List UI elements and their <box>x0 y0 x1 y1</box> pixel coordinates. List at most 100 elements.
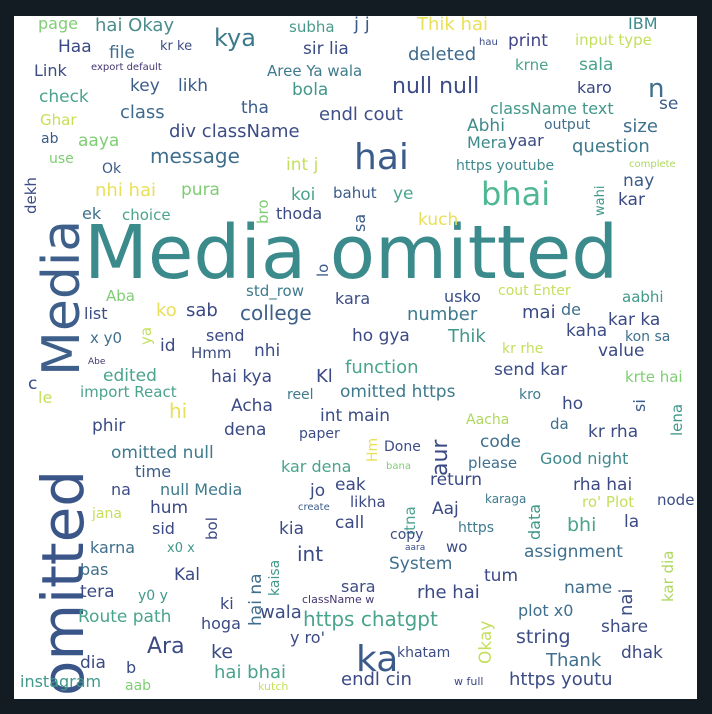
word: assignment <box>524 542 623 562</box>
word: hai <box>354 137 409 178</box>
word: Link <box>34 61 67 80</box>
word: aabhi <box>622 288 664 306</box>
word: likha <box>350 493 386 511</box>
word: hi <box>169 399 188 423</box>
word: wahi <box>593 185 608 216</box>
word: aab <box>125 678 152 694</box>
word: return <box>430 470 482 490</box>
word: se <box>659 94 679 114</box>
word: value <box>598 341 645 361</box>
word: nhi hai <box>95 180 156 201</box>
word: int main <box>320 406 391 426</box>
word: ho <box>562 394 584 414</box>
word: karna <box>90 538 136 557</box>
word: endl cin <box>341 669 412 690</box>
word: si <box>630 399 649 412</box>
word: kya <box>214 24 256 52</box>
word: ka <box>356 639 399 680</box>
word: bol <box>203 517 221 540</box>
word: hai Okay <box>95 16 175 36</box>
word: https <box>458 520 495 536</box>
word: likh <box>178 76 209 96</box>
word: null Media <box>160 480 243 499</box>
word: krne <box>515 56 549 74</box>
word: ko <box>156 300 177 321</box>
word: Haa <box>58 37 92 57</box>
word: ek <box>82 204 102 223</box>
word: Aacha <box>466 412 510 428</box>
word: deleted <box>408 44 477 65</box>
word: ye <box>393 184 414 204</box>
word: ab <box>41 131 59 147</box>
word: Ghar <box>40 111 77 129</box>
word: className text <box>490 99 614 118</box>
word: share <box>601 617 649 637</box>
word: Okay <box>476 620 496 664</box>
word: file <box>109 43 135 63</box>
word: kro <box>519 387 542 403</box>
word: div className <box>169 121 300 142</box>
word: de <box>561 300 581 319</box>
word: int <box>297 542 324 566</box>
word: le <box>38 388 53 407</box>
word: size <box>623 116 658 137</box>
word: bola <box>292 80 329 100</box>
word: bas <box>80 560 109 579</box>
word: time <box>135 462 172 481</box>
word: output <box>544 117 591 133</box>
word: Hmm <box>191 344 232 362</box>
word: kar dia <box>659 550 677 602</box>
word: Thank <box>546 650 602 671</box>
word: kr rha <box>588 422 639 442</box>
word: Mera <box>467 133 508 152</box>
word: ya <box>137 326 155 345</box>
word: omitted null <box>111 443 214 463</box>
word: sid <box>152 519 175 538</box>
word: tha <box>241 98 269 118</box>
word: Kal <box>174 565 200 585</box>
word: rhe hai <box>417 582 480 603</box>
word: check <box>39 87 89 107</box>
word: Thik <box>448 326 486 347</box>
word: na <box>111 480 131 499</box>
word: kaisa <box>267 559 283 596</box>
word: System <box>389 554 453 574</box>
word: IBM <box>628 16 658 33</box>
word: j j <box>354 16 370 35</box>
word: wala <box>260 602 302 623</box>
word: nhi <box>254 341 281 361</box>
word: dhak <box>621 643 663 663</box>
word: x0 x <box>167 541 195 556</box>
word: please <box>468 454 518 472</box>
word: yaar <box>508 131 544 150</box>
word: jo <box>310 481 326 501</box>
word: kar dena <box>281 457 352 476</box>
word: export default <box>91 62 162 73</box>
word: choice <box>122 206 171 224</box>
word: question <box>572 136 650 157</box>
word: input type <box>575 31 652 49</box>
word: Aaj <box>432 499 459 519</box>
word: college <box>240 301 312 325</box>
word: ho gya <box>352 326 410 346</box>
word: krte hai <box>625 368 683 386</box>
word: lo <box>314 263 332 277</box>
word: paper <box>299 426 340 442</box>
word: Aba <box>106 287 135 305</box>
word: koi <box>291 185 316 205</box>
word: null null <box>392 74 480 99</box>
word: number <box>407 304 478 325</box>
word: Kl <box>316 366 333 387</box>
word: y ro' <box>290 628 325 647</box>
word: std_row <box>246 282 305 300</box>
word: kia <box>279 519 304 539</box>
word: sala <box>579 55 614 75</box>
word: plot x0 <box>518 601 574 620</box>
word: omitted https <box>340 382 456 402</box>
word: ro' Plot <box>582 493 635 511</box>
word: aara <box>405 543 426 553</box>
word: name <box>564 578 613 598</box>
word: phir <box>92 416 126 436</box>
word: complete <box>629 159 676 170</box>
